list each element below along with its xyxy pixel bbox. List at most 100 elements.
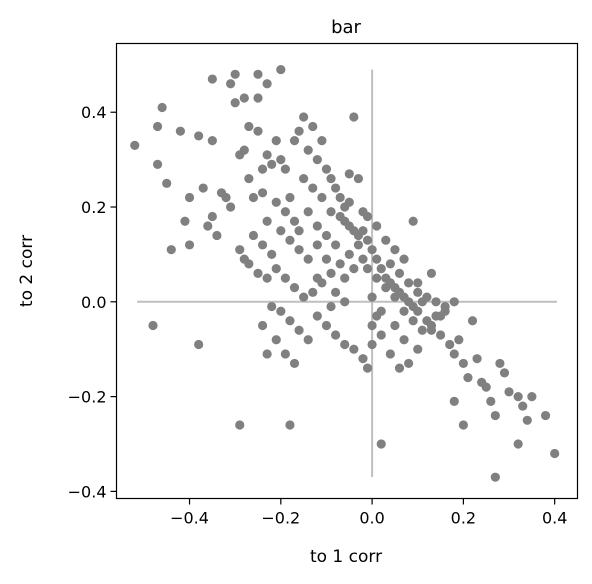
data-point <box>317 192 327 203</box>
data-point <box>276 226 286 236</box>
x-axis-label: to 1 corr <box>310 547 382 567</box>
data-point <box>344 249 354 260</box>
data-point <box>527 391 537 402</box>
x-tick-label: −0.2 <box>261 509 300 528</box>
data-point <box>271 335 281 345</box>
data-point <box>330 183 341 193</box>
data-point <box>472 354 482 364</box>
y-tick-label: −0.4 <box>68 482 107 501</box>
data-point <box>404 278 414 288</box>
data-point <box>267 159 277 169</box>
x-tick-label: 0.2 <box>451 509 476 528</box>
data-point <box>244 259 254 269</box>
data-point <box>372 254 382 264</box>
data-point <box>276 306 286 316</box>
data-point <box>253 126 263 136</box>
data-point <box>312 221 322 231</box>
data-point <box>262 216 272 226</box>
data-point <box>445 339 455 350</box>
data-point <box>344 221 354 231</box>
y-tick-label: 0.2 <box>81 198 106 217</box>
data-point <box>340 339 350 350</box>
data-point <box>394 268 405 278</box>
data-point <box>413 278 423 288</box>
data-point <box>271 264 281 274</box>
data-point <box>513 391 523 402</box>
data-point <box>376 330 386 340</box>
data-point <box>152 159 163 169</box>
data-point <box>162 178 172 188</box>
data-point <box>226 79 236 89</box>
data-point <box>248 230 259 241</box>
data-point <box>381 282 391 293</box>
data-point <box>426 268 437 278</box>
data-point <box>413 287 423 297</box>
data-point <box>262 273 272 283</box>
data-point <box>294 226 304 236</box>
data-point <box>467 316 478 326</box>
data-point <box>372 311 382 321</box>
data-point <box>449 297 459 307</box>
data-point <box>207 74 217 84</box>
data-point <box>262 150 272 160</box>
data-point <box>280 349 290 359</box>
data-point <box>353 240 364 250</box>
data-point <box>481 382 491 392</box>
data-point <box>262 349 272 359</box>
data-point <box>285 420 295 430</box>
data-point <box>299 292 309 302</box>
data-point <box>312 240 322 250</box>
data-point <box>175 126 186 136</box>
data-point <box>276 155 286 165</box>
data-point <box>390 245 400 255</box>
y-axis-ticks: −0.4 −0.2 0.0 0.2 0.4 <box>68 103 117 501</box>
data-point <box>235 420 245 430</box>
data-point <box>372 273 382 283</box>
data-point <box>335 211 345 222</box>
data-point <box>303 207 313 217</box>
data-point <box>221 192 231 203</box>
data-point <box>294 245 304 255</box>
data-point <box>326 173 336 184</box>
data-point <box>367 292 377 302</box>
data-point <box>394 363 405 373</box>
data-point <box>413 306 423 316</box>
data-point <box>349 344 359 354</box>
data-point <box>362 211 373 222</box>
data-point <box>303 145 313 155</box>
data-point <box>504 387 514 397</box>
data-point <box>267 301 277 312</box>
data-point <box>285 235 295 245</box>
data-point <box>413 344 423 354</box>
data-point <box>289 282 300 293</box>
data-point <box>353 230 364 241</box>
data-point <box>294 325 304 335</box>
data-point <box>381 235 391 245</box>
data-point <box>522 415 532 425</box>
data-point <box>276 64 286 75</box>
x-tick-label: 0.0 <box>359 509 384 528</box>
data-point <box>253 268 263 278</box>
data-point <box>253 93 263 103</box>
data-point <box>349 112 359 122</box>
data-point <box>308 121 318 132</box>
data-point <box>207 211 217 222</box>
data-point <box>550 448 560 459</box>
data-point <box>257 320 268 331</box>
data-point <box>257 240 268 250</box>
data-point <box>184 240 195 250</box>
data-point <box>271 197 281 207</box>
data-point <box>486 396 496 406</box>
plot-area <box>115 42 579 500</box>
data-point <box>426 320 437 331</box>
data-point <box>390 292 400 302</box>
data-point <box>399 254 409 264</box>
data-point <box>372 221 382 231</box>
data-point <box>180 216 190 226</box>
y-tick-label: −0.2 <box>68 388 107 407</box>
data-point <box>495 358 505 369</box>
data-point <box>257 164 268 174</box>
data-point <box>299 173 309 184</box>
data-point <box>257 188 268 198</box>
data-point <box>449 396 459 406</box>
